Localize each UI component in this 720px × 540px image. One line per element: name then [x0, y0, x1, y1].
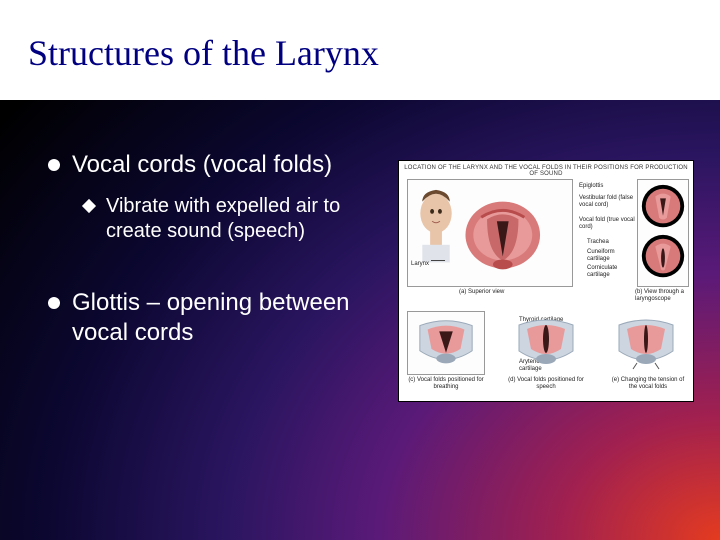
bullet-text: Glottis – opening between vocal cords — [72, 288, 378, 348]
content-area: Vocal cords (vocal folds) Vibrate with e… — [48, 150, 378, 362]
figure-panel-a — [407, 179, 573, 287]
figure-panel-e — [607, 311, 685, 375]
panel-e-caption: (e) Changing the tension of the vocal fo… — [607, 377, 689, 390]
figure-panel-b — [637, 179, 689, 287]
figure-top-caption: LOCATION OF THE LARYNX AND THE VOCAL FOL… — [399, 165, 693, 177]
bullet-text: Vocal cords (vocal folds) — [72, 150, 332, 180]
panel-b-caption: (b) View through a laryngoscope — [635, 289, 693, 302]
anatomy-figure: LOCATION OF THE LARYNX AND THE VOCAL FOL… — [398, 160, 694, 402]
bullet-item: Vocal cords (vocal folds) — [48, 150, 378, 180]
panel-a-label: Larynx — [411, 261, 429, 268]
slide-title: Structures of the Larynx — [28, 32, 720, 74]
sub-bullet-text: Vibrate with expelled air to create soun… — [106, 194, 378, 244]
title-bar: Structures of the Larynx — [0, 0, 720, 100]
panel-c-caption: (c) Vocal folds positioned for breathing — [407, 377, 485, 390]
figure-panel-c — [407, 311, 485, 375]
bullet-dot-icon — [48, 297, 60, 309]
slide: Structures of the Larynx Vocal cords (vo… — [0, 0, 720, 540]
panel-a-sublabel: Corniculate cartilage — [587, 265, 635, 278]
leader-line — [431, 260, 445, 261]
bullet-diamond-icon — [82, 199, 96, 213]
figure-panel-d — [507, 311, 585, 375]
panel-a-label: Vocal fold (true vocal cord) — [579, 217, 635, 230]
spacer — [48, 270, 378, 288]
panel-d-caption: (d) Vocal folds positioned for speech — [507, 377, 585, 390]
sub-bullet-item: Vibrate with expelled air to create soun… — [84, 194, 378, 244]
bullet-item: Glottis – opening between vocal cords — [48, 288, 378, 348]
panel-a-sublabel: Cuneiform cartilage — [587, 249, 635, 262]
panel-a-sublabel: Trachea — [587, 239, 609, 246]
panel-a-label: Vestibular fold (false vocal cord) — [579, 195, 635, 208]
panel-a-label: Epiglottis — [579, 183, 603, 190]
panel-a-caption: (a) Superior view — [459, 289, 504, 296]
bullet-dot-icon — [48, 159, 60, 171]
